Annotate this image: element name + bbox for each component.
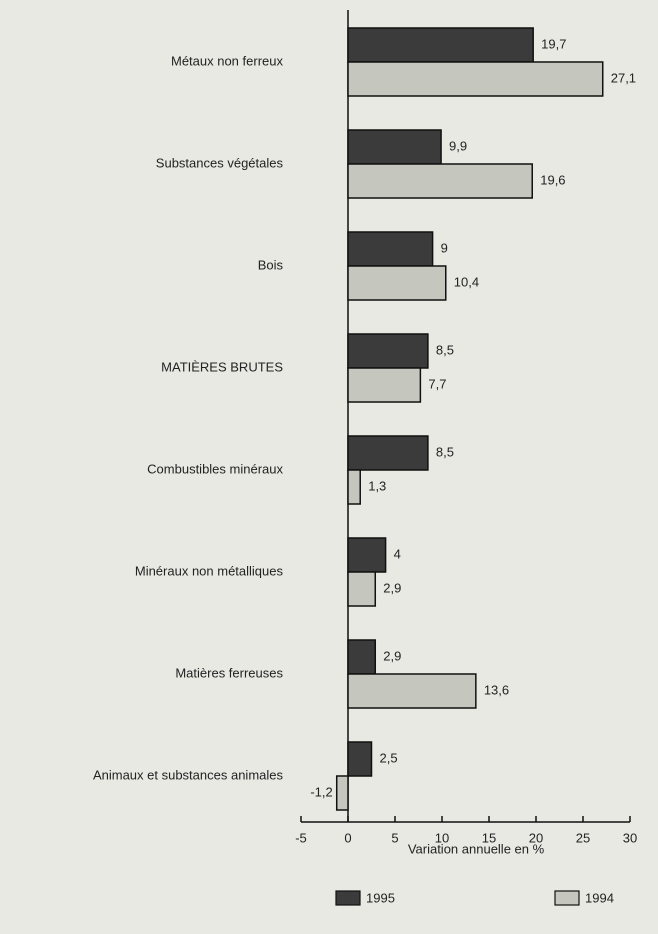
value-label: 27,1 <box>611 70 636 85</box>
value-label: -1,2 <box>310 784 332 799</box>
x-tick-label: 20 <box>529 830 543 845</box>
legend-label: 1995 <box>366 890 395 905</box>
value-label: 13,6 <box>484 682 509 697</box>
bar <box>347 231 434 267</box>
bar <box>347 435 429 471</box>
bar <box>347 27 534 63</box>
category-label: Matières ferreuses <box>175 665 283 680</box>
value-label: 9,9 <box>449 138 467 153</box>
x-tick-label: 10 <box>435 830 449 845</box>
bar <box>347 639 377 675</box>
x-tick-label: -5 <box>295 830 307 845</box>
bar <box>347 333 429 369</box>
bar <box>347 163 533 199</box>
bar <box>347 129 442 165</box>
bar <box>347 367 422 403</box>
category-label: Combustibles minéraux <box>147 461 283 476</box>
value-label: 1,3 <box>368 478 386 493</box>
value-label: 7,7 <box>428 376 446 391</box>
x-tick-label: 30 <box>623 830 637 845</box>
category-label: MATIÈRES BRUTES <box>161 359 283 374</box>
legend-label: 1994 <box>585 890 614 905</box>
bar <box>347 571 377 607</box>
bar <box>347 265 447 301</box>
value-label: 10,4 <box>454 274 479 289</box>
category-label: Minéraux non métalliques <box>135 563 284 578</box>
bar <box>347 61 604 97</box>
x-tick-label: 0 <box>344 830 351 845</box>
x-tick-label: 15 <box>482 830 496 845</box>
bar <box>335 775 349 811</box>
x-axis-label: Variation annuelle en % <box>408 841 545 856</box>
bar <box>347 469 361 505</box>
legend-swatch <box>554 890 580 906</box>
value-label: 2,5 <box>380 750 398 765</box>
value-label: 8,5 <box>436 342 454 357</box>
x-tick-label: 25 <box>576 830 590 845</box>
value-label: 9 <box>441 240 448 255</box>
category-label: Bois <box>258 257 284 272</box>
bar <box>347 673 477 709</box>
bar <box>347 741 373 777</box>
category-label: Animaux et substances animales <box>93 767 284 782</box>
bar <box>347 537 387 573</box>
category-label: Substances végétales <box>156 155 284 170</box>
value-label: 2,9 <box>383 580 401 595</box>
value-label: 19,7 <box>541 36 566 51</box>
legend-swatch <box>335 890 361 906</box>
value-label: 8,5 <box>436 444 454 459</box>
x-tick-label: 5 <box>391 830 398 845</box>
value-label: 2,9 <box>383 648 401 663</box>
category-label: Métaux non ferreux <box>171 53 284 68</box>
value-label: 4 <box>394 546 401 561</box>
value-label: 19,6 <box>540 172 565 187</box>
